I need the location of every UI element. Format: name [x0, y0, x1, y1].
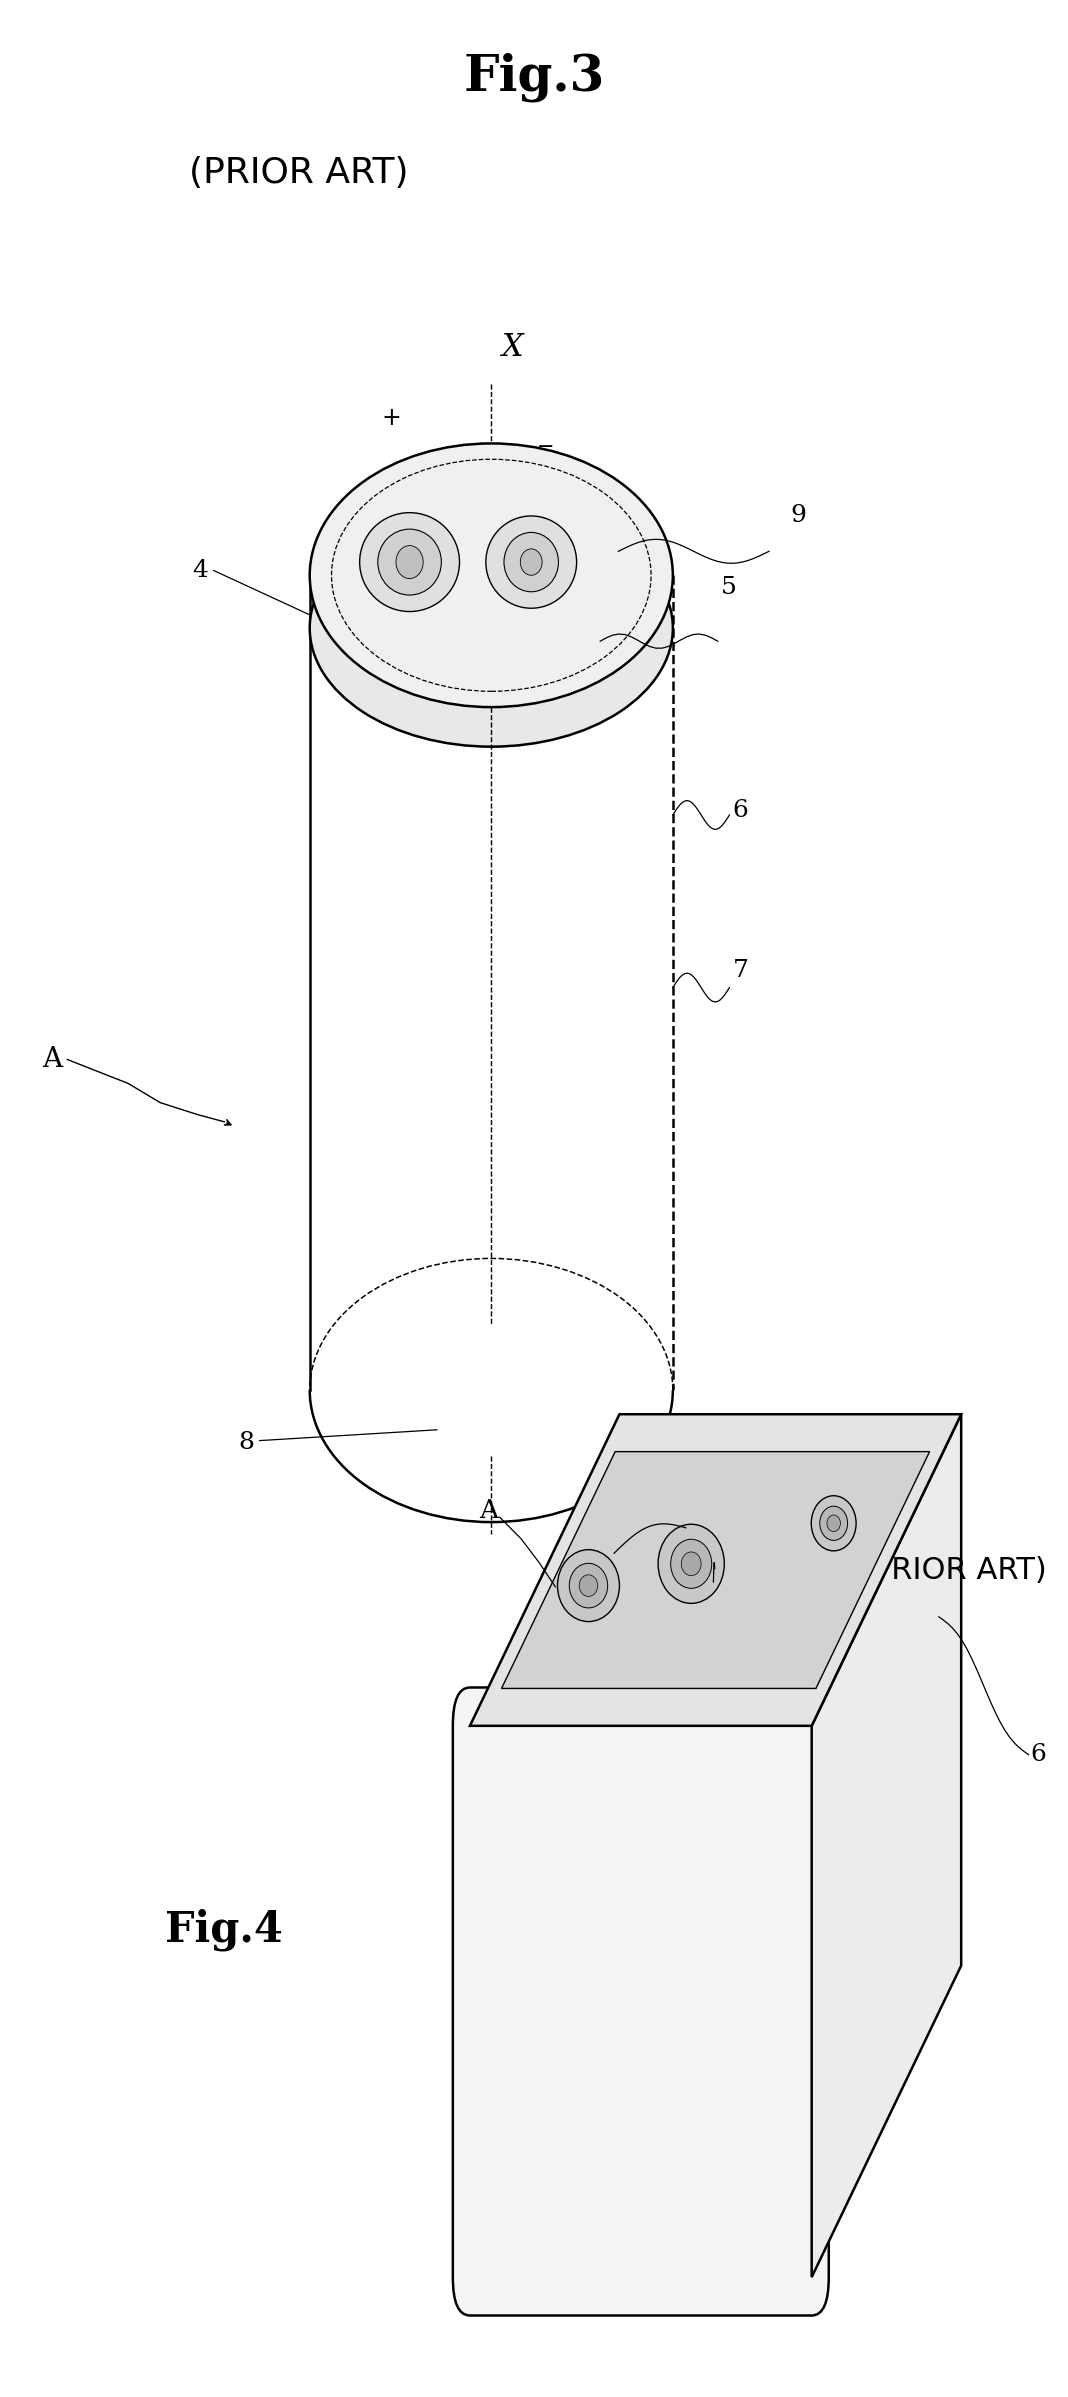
Ellipse shape	[360, 513, 459, 611]
Polygon shape	[812, 1414, 961, 2277]
Ellipse shape	[827, 1515, 841, 1532]
Ellipse shape	[569, 1563, 608, 1608]
Text: 7: 7	[733, 959, 749, 983]
Text: 6: 6	[1031, 1743, 1047, 1767]
Ellipse shape	[671, 1539, 711, 1589]
Text: Fig.4: Fig.4	[166, 1908, 283, 1951]
Ellipse shape	[396, 547, 423, 578]
Ellipse shape	[658, 1524, 724, 1604]
Ellipse shape	[812, 1496, 857, 1551]
Ellipse shape	[820, 1505, 848, 1541]
Polygon shape	[502, 1453, 929, 1687]
Text: (PRIOR ART): (PRIOR ART)	[861, 1556, 1047, 1584]
Text: 6: 6	[733, 798, 749, 822]
Ellipse shape	[681, 1551, 702, 1575]
Text: 4: 4	[607, 1541, 622, 1565]
Text: A: A	[42, 1045, 62, 1074]
Ellipse shape	[378, 530, 441, 594]
Ellipse shape	[579, 1575, 598, 1596]
Text: Fig.3: Fig.3	[464, 53, 604, 103]
Text: (PRIOR ART): (PRIOR ART)	[189, 156, 409, 189]
Text: −: −	[537, 436, 554, 455]
Text: 4: 4	[192, 559, 208, 582]
Text: 5: 5	[721, 575, 737, 599]
Text: 8: 8	[238, 1431, 254, 1455]
Ellipse shape	[520, 549, 543, 575]
Text: X: X	[502, 333, 523, 362]
Ellipse shape	[504, 532, 559, 592]
Text: 9: 9	[790, 503, 806, 527]
Text: +: +	[381, 405, 402, 431]
Ellipse shape	[486, 515, 577, 609]
Ellipse shape	[557, 1548, 619, 1623]
Text: A: A	[480, 1498, 499, 1522]
Text: 5: 5	[706, 1570, 721, 1594]
Ellipse shape	[310, 443, 673, 707]
Polygon shape	[470, 1414, 961, 1726]
Ellipse shape	[310, 511, 673, 748]
FancyBboxPatch shape	[453, 1687, 829, 2316]
